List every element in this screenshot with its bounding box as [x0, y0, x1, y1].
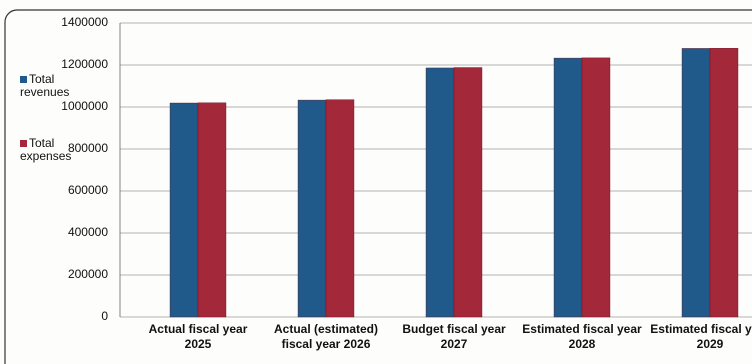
bar — [325, 99, 355, 318]
bar — [581, 57, 611, 318]
bar — [681, 48, 711, 318]
x-tick-label: Estimated fiscal year 2028 — [522, 322, 642, 351]
bar — [425, 67, 455, 318]
x-tick-label: Estimated fiscal year 2029 — [650, 322, 752, 351]
bar — [709, 48, 739, 318]
x-tick-label: Budget fiscal year 2027 — [402, 322, 506, 351]
legend-item: Total expenses — [20, 137, 80, 163]
legend-swatch — [20, 76, 27, 83]
y-tick-label: 200000 — [68, 267, 108, 281]
y-tick-label: 1200000 — [61, 57, 108, 71]
legend-item: Total revenues — [20, 73, 80, 99]
bar — [553, 57, 583, 318]
legend-swatch — [20, 140, 27, 147]
y-tick-label: 800000 — [68, 141, 108, 155]
chart-border — [4, 9, 752, 364]
x-tick-label: Actual (estimated) fiscal year 2026 — [273, 322, 379, 351]
y-tick-label: 400000 — [68, 225, 108, 239]
bar — [169, 102, 199, 318]
bar — [197, 102, 227, 318]
y-tick-label: 0 — [101, 309, 108, 323]
legend-label: Total revenues — [20, 72, 70, 99]
y-tick-label: 1000000 — [61, 99, 108, 113]
legend-label: Total expenses — [20, 136, 72, 163]
y-tick-label: 600000 — [68, 183, 108, 197]
y-tick-label: 1400000 — [61, 15, 108, 29]
bar — [453, 67, 483, 318]
x-tick-label: Actual fiscal year 2025 — [148, 322, 248, 351]
bar — [297, 99, 327, 318]
